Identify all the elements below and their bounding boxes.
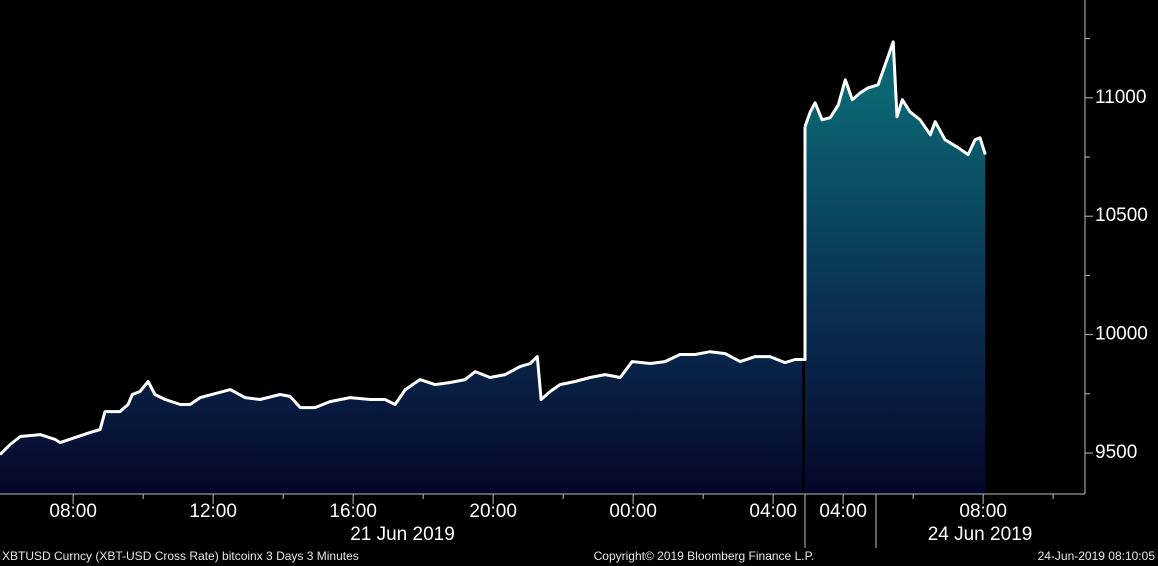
x-tick-label: 08:00 [959, 501, 1007, 522]
area-fill [805, 41, 986, 495]
x-tick-label: 16:00 [329, 501, 377, 522]
date-label: 24 Jun 2019 [928, 524, 1033, 545]
x-tick-label: 08:00 [49, 501, 97, 522]
y-tick-label: 10500 [1095, 205, 1148, 226]
y-tick-label: 11000 [1095, 87, 1146, 108]
plot-area [0, 40, 987, 495]
x-tick-label: 20:00 [469, 501, 517, 522]
footer-right: 24-Jun-2019 08:10:05 [1038, 549, 1156, 563]
date-label: 21 Jun 2019 [350, 524, 455, 545]
y-tick-label: 10000 [1095, 324, 1148, 345]
footer-left: XBTUSD Curncy (XBT-USD Cross Rate) bitco… [2, 549, 359, 563]
x-tick-label: 00:00 [609, 501, 657, 522]
area-fill [0, 351, 803, 494]
price-line [803, 40, 987, 157]
price-line-connector [802, 126, 807, 361]
y-tick-label: 9500 [1095, 442, 1137, 463]
x-tick-label: 04:00 [819, 501, 867, 522]
footer-center: Copyright© 2019 Bloomberg Finance L.P. [594, 549, 815, 563]
price-line [0, 350, 803, 456]
x-tick-label: 12:00 [189, 501, 237, 522]
x-tick-label: 04:00 [749, 501, 797, 522]
